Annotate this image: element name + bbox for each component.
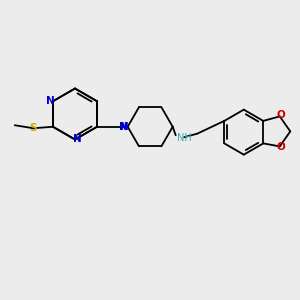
Text: S: S	[30, 123, 37, 133]
Text: N: N	[73, 134, 82, 145]
Text: O: O	[276, 110, 285, 121]
Text: N: N	[120, 122, 129, 132]
Text: O: O	[276, 142, 285, 152]
Text: N: N	[46, 96, 55, 106]
Text: NH: NH	[177, 133, 192, 143]
Text: N: N	[119, 122, 128, 132]
